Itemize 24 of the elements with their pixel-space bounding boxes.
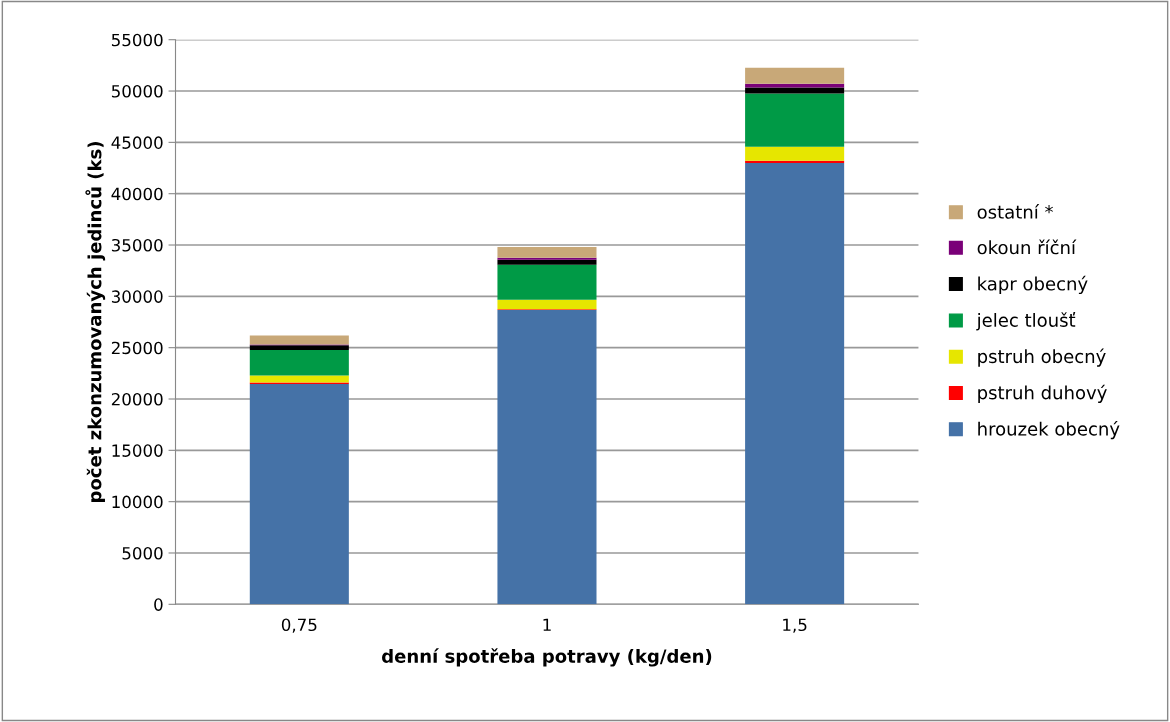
y-tick-label: 10000	[112, 495, 163, 509]
legend-label: ostatní *	[977, 204, 1054, 219]
legend-label: kapr obecný	[978, 275, 1088, 295]
x-tick-label: 1,5	[783, 618, 807, 633]
y-tick-label: 50000	[111, 85, 163, 98]
y-tick-label: 40000	[111, 187, 163, 201]
y-tick-label: 20000	[111, 392, 163, 406]
y-tick-label: 0	[154, 598, 163, 611]
x-tick-label: 1	[543, 618, 551, 631]
legend-label: jelec tloušť	[976, 312, 1076, 331]
y-tick-label: 15000	[112, 444, 163, 457]
y-tick-label: 5000	[122, 546, 163, 560]
y-tick-label: 30000	[111, 290, 163, 303]
legend-label: okoun říční	[977, 239, 1077, 255]
y-tick-label: 25000	[111, 341, 163, 355]
legend-label: pstruh obecný	[978, 348, 1106, 367]
y-tick-label: 45000	[111, 136, 163, 149]
y-tick-label: 35000	[111, 238, 163, 252]
x-axis-title: denní spotřeba potravy (kg/den)	[382, 648, 712, 667]
legend-label: hrouzek obecný	[978, 421, 1120, 440]
x-tick-label: 0,75	[281, 618, 317, 633]
y-axis-title: počet zkonzumovaných jedinců (ks)	[85, 142, 106, 502]
legend-label: pstruh duhový	[978, 384, 1107, 403]
y-tick-label: 55000	[111, 33, 163, 47]
